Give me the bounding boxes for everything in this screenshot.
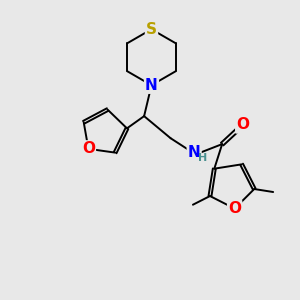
Text: S: S <box>146 22 157 37</box>
Text: H: H <box>198 153 208 163</box>
Text: N: N <box>188 146 200 160</box>
Text: N: N <box>145 78 158 93</box>
Text: O: O <box>236 118 249 133</box>
Text: O: O <box>82 141 95 156</box>
Text: O: O <box>228 201 241 216</box>
